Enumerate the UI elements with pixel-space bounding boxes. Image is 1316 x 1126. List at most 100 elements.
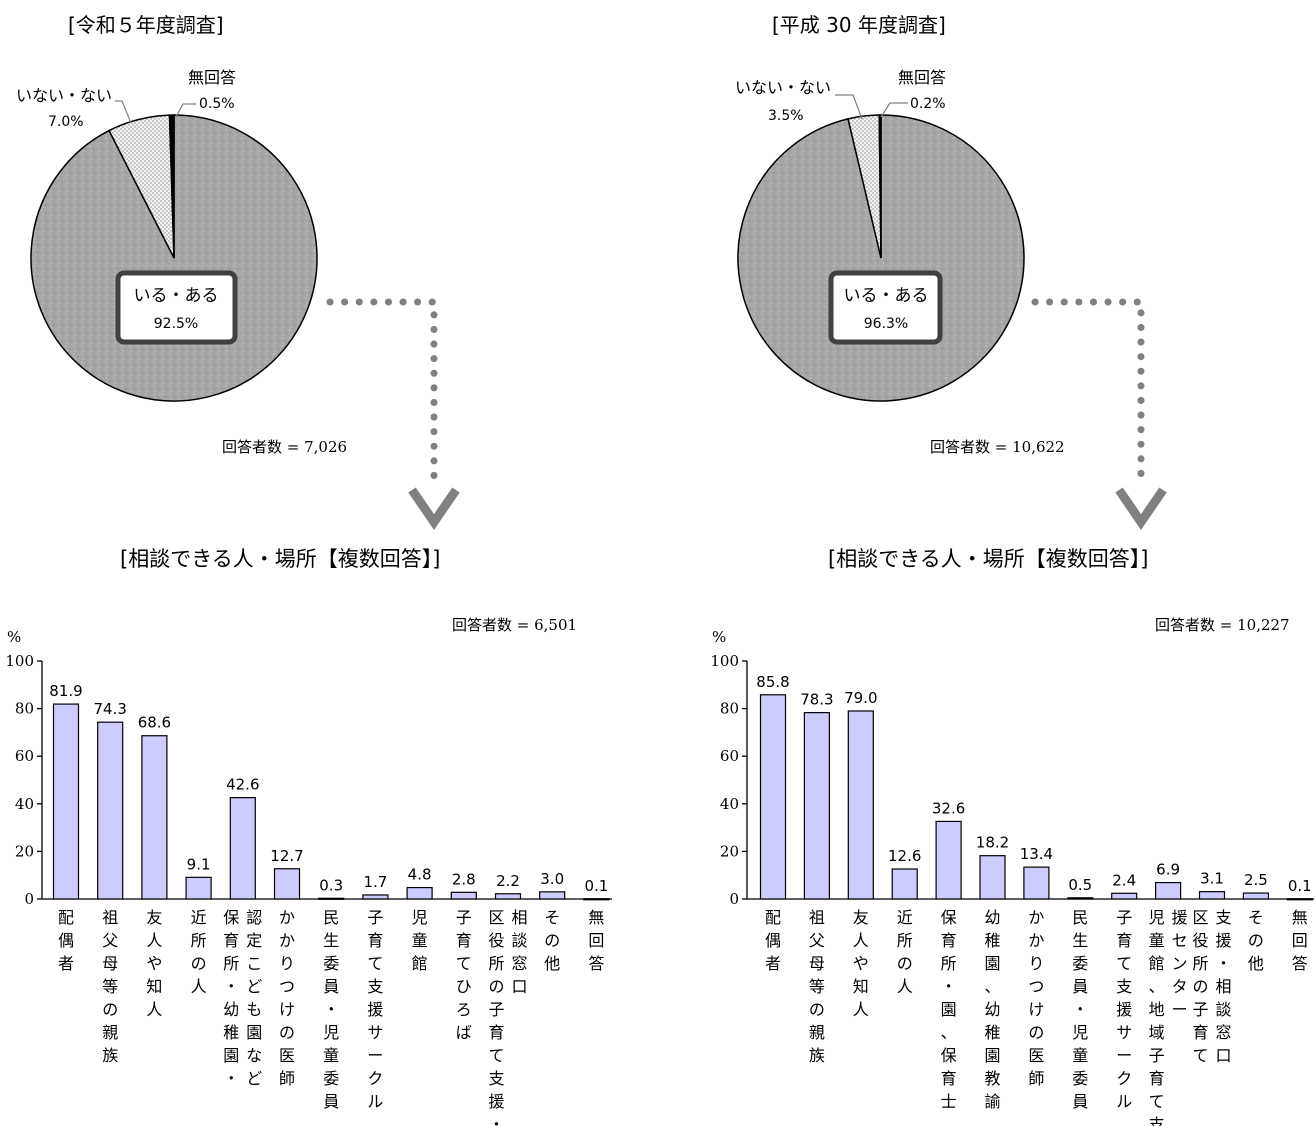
bar-plot-h30: 02040608010085.8配偶者78.3祖父母等の親族79.0友人や知人1… — [710, 652, 1314, 1126]
category-char-h30-2: や — [853, 954, 869, 973]
y-tick-label-r5: 40 — [15, 795, 34, 813]
category-char-r5-10: の — [488, 977, 504, 996]
bar-value-label-r5-3: 9.1 — [187, 855, 211, 873]
category-char-r5-5: 師 — [279, 1069, 295, 1088]
pie-title-r5: [令和５年度調査] — [68, 13, 224, 37]
category-char-r5-12: 答 — [588, 954, 604, 973]
category-char-h30-1: 等 — [809, 977, 825, 996]
category-char-h30-10: ・ — [1215, 954, 1231, 973]
bar-chart-r5: 回答者数 = 6,501 % 0 20 40 60 80 100 81.9 配偶者 74.3 祖父… — [5, 616, 612, 1126]
y-tick-label-h30: 20 — [720, 842, 739, 860]
category-char-h30-5: 幼 — [984, 1000, 1000, 1019]
category-char-r5-5: か — [279, 931, 295, 950]
category-char-h30-1: 祖 — [809, 908, 825, 927]
category-char-r5-10: 窓 — [511, 954, 527, 973]
category-char-r5-1: 祖 — [102, 908, 118, 927]
pie-chart-h30: [平成 30 年度調査] 無回答 0.2% いない・ない 3.5% いる・ある … — [735, 13, 1167, 530]
category-char-r5-6: 員 — [323, 977, 339, 996]
category-char-r5-6: 生 — [323, 931, 339, 950]
category-label-r5-12: 無回答 — [588, 908, 604, 973]
leader-line-no-answer-r5 — [175, 103, 196, 118]
category-char-r5-3: の — [191, 954, 207, 973]
category-char-h30-7: 委 — [1072, 1069, 1088, 1088]
category-char-r5-4: 定 — [246, 931, 262, 950]
category-char-h30-0: 偶 — [765, 931, 781, 950]
category-char-r5-4: 幼 — [223, 1000, 239, 1019]
category-char-r5-5: り — [279, 954, 295, 973]
category-char-h30-7: ・ — [1072, 1000, 1088, 1019]
category-char-r5-6: 委 — [323, 1069, 339, 1088]
category-char-h30-4: 園 — [941, 1000, 957, 1019]
category-char-r5-2: 友 — [146, 908, 162, 927]
bar-h30-2 — [847, 710, 874, 900]
bar-value-label-r5-12: 0.1 — [584, 877, 608, 895]
category-char-h30-1: の — [809, 1000, 825, 1019]
bar-h30-7 — [1067, 897, 1094, 900]
category-char-r5-8: 童 — [412, 931, 428, 950]
respondents-note-bar-r5: 回答者数 = 6,501 — [452, 616, 577, 634]
leader-line-none-h30 — [835, 94, 863, 120]
category-char-r5-4: 認 — [246, 908, 262, 927]
bar-h30-11 — [1242, 892, 1270, 900]
category-char-h30-4: 保 — [941, 908, 957, 927]
category-char-h30-8: 支 — [1116, 977, 1132, 996]
category-char-r5-7: ル — [367, 1092, 383, 1111]
category-char-h30-1: 親 — [809, 1023, 825, 1042]
category-char-h30-6: か — [1028, 908, 1044, 927]
category-char-h30-9: 館 — [1149, 954, 1165, 973]
category-char-r5-9: 育 — [456, 931, 472, 950]
main-slice-label-value-r5: 92.5% — [154, 316, 198, 332]
category-char-h30-4: 保 — [941, 1046, 957, 1065]
category-char-r5-1: 父 — [102, 931, 118, 950]
category-char-r5-1: 族 — [102, 1046, 118, 1065]
bar-h30-0 — [759, 694, 787, 900]
category-char-h30-6: け — [1028, 1000, 1044, 1019]
category-char-r5-8: 児 — [412, 908, 428, 927]
category-char-h30-12: 回 — [1292, 931, 1308, 950]
category-char-r5-7: ク — [367, 1069, 383, 1088]
category-char-r5-4: 所 — [223, 954, 239, 973]
y-tick-label-h30: 0 — [729, 890, 739, 908]
category-label-r5-11: その他 — [544, 908, 560, 973]
category-char-h30-5: 園 — [984, 954, 1000, 973]
category-char-r5-4: 育 — [223, 931, 239, 950]
category-char-h30-1: 母 — [809, 954, 825, 973]
y-tick-label-h30: 60 — [720, 747, 739, 765]
bar-value-label-h30-7: 0.5 — [1068, 876, 1092, 894]
bar-value-label-r5-7: 1.7 — [363, 873, 387, 891]
slice-label-no-answer-name-h30: 無回答 — [898, 68, 946, 87]
category-char-r5-4: こ — [246, 954, 262, 973]
category-char-r5-10: 役 — [488, 931, 504, 950]
pie-slice-no-answer-r5 — [168, 114, 175, 259]
category-char-h30-5: 教 — [984, 1069, 1000, 1088]
category-char-r5-2: 人 — [146, 1000, 162, 1019]
category-char-h30-6: 医 — [1028, 1046, 1044, 1065]
leader-line-none-r5 — [115, 100, 132, 124]
bar-value-label-h30-5: 18.2 — [976, 834, 1009, 852]
bar-h30-8 — [1111, 892, 1138, 900]
category-char-r5-9: ろ — [456, 1000, 472, 1019]
category-char-h30-7: 民 — [1072, 908, 1088, 927]
category-char-h30-10: 支 — [1215, 908, 1231, 927]
category-char-h30-9: 地 — [1149, 1000, 1165, 1019]
category-char-h30-2: 知 — [853, 977, 869, 996]
bar-value-label-r5-8: 4.8 — [408, 866, 432, 884]
category-char-h30-4: 育 — [941, 1069, 957, 1088]
category-char-r5-1: 等 — [102, 977, 118, 996]
bar-value-label-r5-1: 74.3 — [93, 700, 126, 718]
category-char-r5-10: 支 — [488, 1069, 504, 1088]
y-tick-label-r5: 80 — [15, 700, 34, 718]
category-char-r5-7: 育 — [367, 931, 383, 950]
bar-h30-10 — [1198, 891, 1226, 900]
pie-title-h30: [平成 30 年度調査] — [772, 13, 946, 37]
category-char-r5-4: ・ — [223, 977, 239, 996]
